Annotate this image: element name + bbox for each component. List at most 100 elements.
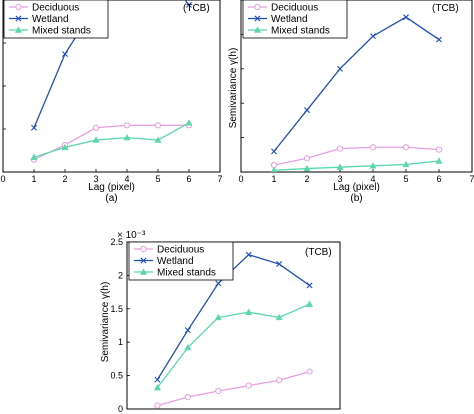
legend-marker xyxy=(140,245,147,253)
series-deciduous xyxy=(270,144,443,169)
legend-label: Mixed stands xyxy=(32,26,91,37)
legend-marker xyxy=(15,3,22,11)
series-line xyxy=(33,0,190,129)
y-axis-label: Semivariance γ(h) xyxy=(100,282,111,363)
x-tick-label: 0 xyxy=(0,174,5,184)
data-point xyxy=(369,144,377,151)
x-tick-label: 6 xyxy=(436,174,441,184)
data-point xyxy=(30,153,38,160)
data-point xyxy=(304,107,310,114)
data-point xyxy=(215,280,222,287)
series-mixed-stands xyxy=(271,157,443,172)
y-tick-label: 1 xyxy=(118,337,123,347)
data-point xyxy=(154,136,162,143)
series-line xyxy=(33,122,190,158)
legend-label: Deciduous xyxy=(271,3,318,14)
data-point xyxy=(337,65,343,72)
data-point xyxy=(92,124,100,131)
data-point xyxy=(245,308,253,315)
x-tick-label: 0 xyxy=(238,174,243,184)
data-point xyxy=(306,300,314,307)
corner-note: (TCB) xyxy=(183,3,210,14)
x-tick-label: 4 xyxy=(370,174,375,184)
legend-marker xyxy=(14,26,23,33)
data-point xyxy=(306,282,313,289)
data-point xyxy=(62,51,68,58)
data-point xyxy=(303,155,311,162)
corner-note: (TCB) xyxy=(432,3,459,14)
data-point xyxy=(369,162,377,169)
x-tick-label: 6 xyxy=(186,174,191,184)
corner-note: (TCB) xyxy=(305,247,332,258)
x-axis-label: Lag (pixel) xyxy=(333,182,380,193)
legend-marker xyxy=(254,15,261,22)
data-point xyxy=(436,36,442,43)
series-line xyxy=(273,16,440,152)
legend-label: Mixed stands xyxy=(271,26,330,37)
x-tick-label: 5 xyxy=(403,174,408,184)
y-tick-label: 1.5 xyxy=(110,304,123,314)
panel-label: (a) xyxy=(105,193,117,204)
data-point xyxy=(245,382,252,389)
data-point xyxy=(186,1,192,8)
data-point xyxy=(435,146,443,153)
data-point xyxy=(123,133,131,141)
data-point xyxy=(271,166,277,172)
data-point xyxy=(154,122,162,129)
x-tick-label: 3 xyxy=(337,174,342,184)
series-wetland xyxy=(271,14,442,155)
series-mixed-stands xyxy=(30,119,193,160)
data-point xyxy=(370,33,376,40)
x-tick-label: 5 xyxy=(155,174,160,184)
x-tick-label: 4 xyxy=(124,174,129,184)
data-point xyxy=(306,368,313,375)
legend-marker xyxy=(254,3,261,11)
series-line xyxy=(156,303,310,389)
x-tick-label: 2 xyxy=(62,174,67,184)
x-tick-label: 3 xyxy=(93,174,98,184)
x-tick-label: 7 xyxy=(217,174,222,184)
series-deciduous xyxy=(154,368,313,409)
data-point xyxy=(215,387,222,395)
data-point xyxy=(435,157,443,164)
y-tick-label: 2 xyxy=(118,270,123,280)
data-point xyxy=(402,144,410,151)
data-point xyxy=(154,402,161,409)
data-point xyxy=(402,160,410,168)
data-point xyxy=(184,343,192,351)
data-point xyxy=(276,261,283,268)
data-point xyxy=(61,143,69,151)
series-mixed-stands xyxy=(153,300,314,391)
data-point xyxy=(303,164,311,172)
legend-label: Wetland xyxy=(157,256,194,267)
legend-marker xyxy=(15,15,22,22)
data-point xyxy=(271,148,277,155)
x-axis-label: Lag (pixel) xyxy=(88,182,135,193)
data-point xyxy=(185,119,193,126)
series-line xyxy=(273,146,440,166)
y-tick-label: 2.5 xyxy=(110,237,123,247)
data-point xyxy=(31,124,37,131)
plot-frame xyxy=(126,241,341,410)
legend-marker xyxy=(253,26,262,33)
data-point xyxy=(336,145,344,152)
data-point xyxy=(276,377,283,384)
plot-frame xyxy=(240,0,473,173)
legend-label: Deciduous xyxy=(32,3,79,14)
legend-marker xyxy=(139,268,148,275)
series-line xyxy=(273,160,440,171)
panel-label: (b) xyxy=(350,193,362,204)
legend-label: Mixed stands xyxy=(157,268,216,279)
series-line xyxy=(157,370,310,407)
data-point xyxy=(214,313,222,321)
y-axis-label: Semivariance γ(h) xyxy=(228,48,239,129)
x-tick-label: 1 xyxy=(271,174,276,184)
data-point xyxy=(245,251,252,258)
x-tick-label: 2 xyxy=(304,174,309,184)
series-deciduous xyxy=(30,122,193,163)
